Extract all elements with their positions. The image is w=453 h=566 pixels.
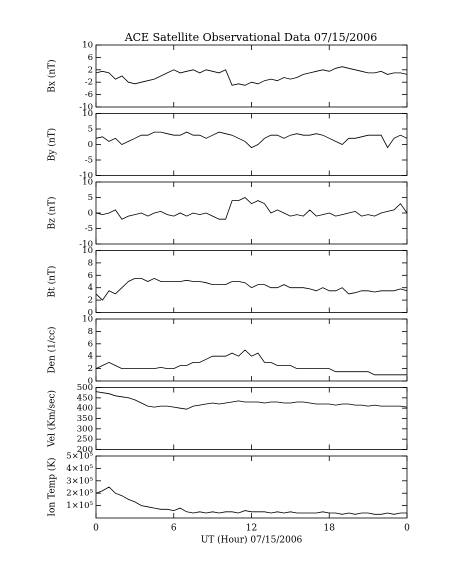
y-tick-label: 6: [88, 271, 93, 281]
y-tick-label: 0: [88, 308, 93, 318]
x-tick-label: 0: [93, 524, 99, 534]
panel-frame: [95, 181, 408, 245]
panel-frame: [95, 455, 408, 519]
y-tick-label: 6: [88, 339, 93, 349]
y-axis-label: By (nT): [47, 128, 58, 161]
panel-frame: [95, 250, 408, 313]
y-tick-label: 10: [82, 315, 93, 325]
data-line: [95, 131, 408, 149]
y-tick-label: 200: [77, 445, 93, 455]
y-axis-label: Ion Temp (K): [47, 457, 58, 516]
data-line: [95, 66, 408, 86]
y-tick-label: 4: [88, 352, 93, 362]
data-line: [95, 197, 408, 220]
y-tick-label: 2×10⁵: [66, 489, 93, 499]
y-tick-label: 10: [82, 178, 93, 188]
y-tick-label: 2: [88, 364, 93, 374]
x-tick-label: 12: [246, 524, 257, 534]
y-tick-label: 6: [88, 53, 93, 63]
y-tick-label: 3×10⁵: [66, 476, 93, 486]
y-tick-label: -10: [79, 171, 93, 181]
panel-frame: [95, 387, 408, 450]
y-axis-label: Vel (Km/sec): [47, 390, 58, 448]
y-tick-label: -5: [85, 156, 93, 166]
chart-title: ACE Satellite Observational Data 07/15/2…: [124, 31, 378, 44]
y-tick-label: 10: [82, 246, 93, 256]
y-axis-label: Bz (nT): [47, 196, 58, 229]
y-tick-label: 2: [88, 296, 93, 306]
y-tick-label: 400: [77, 404, 93, 414]
y-axis-label: Den (1/cc): [47, 326, 58, 373]
y-tick-label: 8: [88, 258, 93, 268]
y-tick-label: 4×10⁵: [66, 464, 93, 474]
y-tick-label: 300: [77, 424, 93, 434]
y-tick-label: 2: [88, 65, 93, 75]
y-tick-label: 250: [77, 435, 93, 445]
x-tick-label: 18: [324, 524, 336, 534]
y-tick-label: 0: [88, 140, 93, 150]
y-tick-label: 0: [88, 377, 93, 387]
y-tick-label: 0: [88, 209, 93, 219]
y-tick-label: 350: [77, 414, 93, 424]
panel-frame: [95, 44, 408, 108]
data-line: [95, 349, 407, 376]
x-tick-label: 0: [404, 524, 410, 534]
y-axis-label: Bt (nT): [47, 266, 58, 298]
y-tick-label: 450: [77, 393, 93, 403]
y-tick-label: -2: [85, 78, 93, 88]
y-tick-label: 1×10⁵: [66, 501, 93, 511]
y-tick-label: 10: [82, 41, 93, 51]
y-tick-label: -6: [85, 90, 93, 100]
y-tick-label: 10: [82, 109, 93, 119]
y-axis-label: Bx (nT): [47, 59, 58, 92]
y-tick-label: 8: [88, 327, 93, 337]
data-line: [95, 486, 407, 515]
y-tick-label: 500: [77, 383, 93, 393]
x-tick-label: 6: [171, 524, 177, 534]
y-tick-label: 5×10⁵: [66, 452, 93, 462]
y-tick-label: -10: [79, 240, 93, 250]
data-line: [95, 391, 408, 410]
y-tick-label: 5: [88, 193, 93, 203]
panel-frame: [95, 113, 408, 176]
y-tick-label: -10: [79, 103, 93, 113]
data-line: [95, 277, 408, 301]
x-axis-label: UT (Hour) 07/15/2006: [201, 535, 303, 546]
y-tick-label: -5: [85, 224, 93, 234]
y-tick-label: 4: [88, 283, 93, 293]
y-tick-label: 5: [88, 125, 93, 135]
